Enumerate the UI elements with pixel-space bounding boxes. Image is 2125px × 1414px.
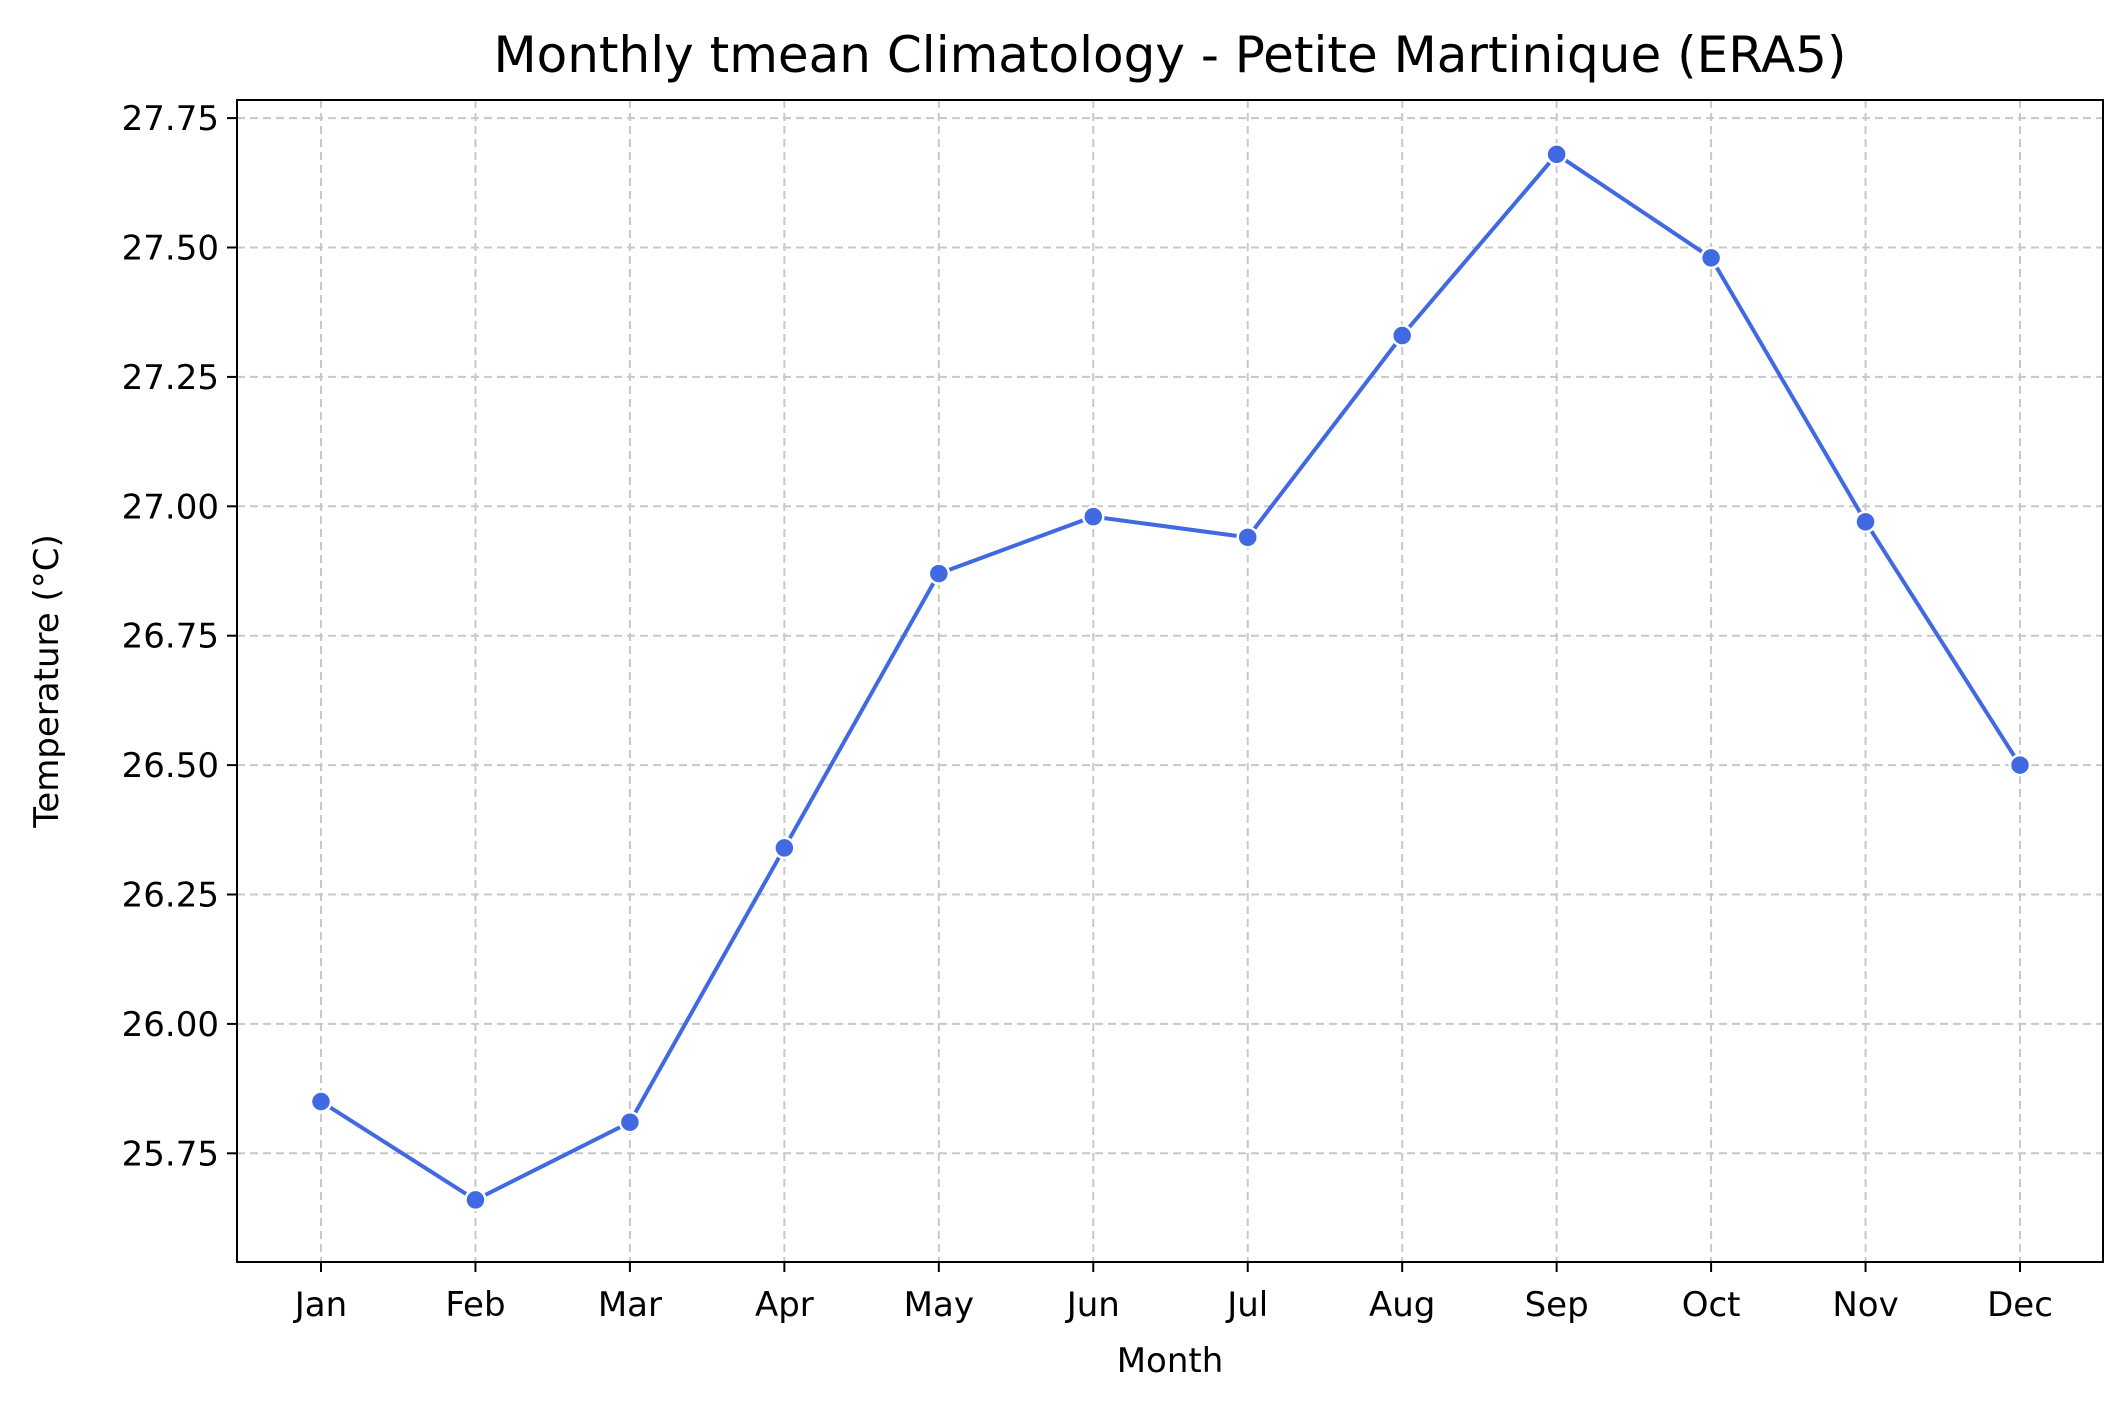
- data-point-mar: [618, 1110, 642, 1134]
- series-layer: [319, 152, 2022, 1202]
- y-tick-label: 26.00: [122, 1005, 219, 1045]
- data-point-aug: [1390, 324, 1414, 347]
- marker-layer: [309, 143, 2032, 1212]
- x-tick-label: Nov: [1832, 1285, 1898, 1325]
- data-point-jun: [1082, 505, 1105, 528]
- data-point-jul: [1236, 526, 1259, 549]
- tick-layer: 25.75 26.00 26.25 26.50 26.75 27.00 27.25 27.50…: [122, 99, 2053, 1325]
- y-axis-label: Temperature (°C): [27, 534, 67, 828]
- series-line: [319, 152, 2022, 1202]
- chart-title: Monthly tmean Climatology - Petite Marti…: [494, 26, 1847, 84]
- y-tick-label: 26.25: [122, 876, 219, 916]
- x-tick-label: Apr: [755, 1285, 814, 1325]
- x-tick-label: Oct: [1682, 1285, 1741, 1325]
- data-point-oct: [1699, 246, 1723, 270]
- y-tick-label: 27.50: [122, 229, 219, 269]
- y-tick-label: 26.50: [122, 746, 219, 786]
- x-tick-label: Jun: [1065, 1285, 1120, 1325]
- data-point-may: [927, 562, 951, 585]
- x-tick-label: Jan: [293, 1285, 347, 1325]
- grid-layer: [237, 100, 2103, 1262]
- x-tick-label: Aug: [1369, 1285, 1435, 1325]
- y-tick-label: 25.75: [122, 1134, 219, 1174]
- y-tick-label: 27.00: [122, 487, 219, 527]
- plot-frame: [236, 99, 2104, 1263]
- data-point-sep: [1545, 143, 1568, 166]
- data-point-apr: [773, 836, 796, 860]
- data-point-jan: [309, 1090, 333, 1113]
- x-tick-label: Jul: [1225, 1285, 1268, 1325]
- data-point-feb: [464, 1188, 487, 1212]
- x-axis-label: Month: [1117, 1341, 1224, 1381]
- y-tick-label: 27.75: [122, 99, 219, 139]
- data-point-nov: [1854, 510, 1877, 534]
- x-tick-label: Sep: [1525, 1285, 1589, 1325]
- data-point-dec: [2008, 753, 2032, 777]
- y-tick-label: 27.25: [122, 358, 219, 398]
- x-tick-label: Dec: [1987, 1285, 2053, 1325]
- y-tick-label: 26.75: [122, 617, 219, 657]
- x-tick-label: Mar: [598, 1285, 662, 1325]
- x-tick-label: May: [904, 1285, 974, 1325]
- x-tick-label: Feb: [445, 1285, 505, 1325]
